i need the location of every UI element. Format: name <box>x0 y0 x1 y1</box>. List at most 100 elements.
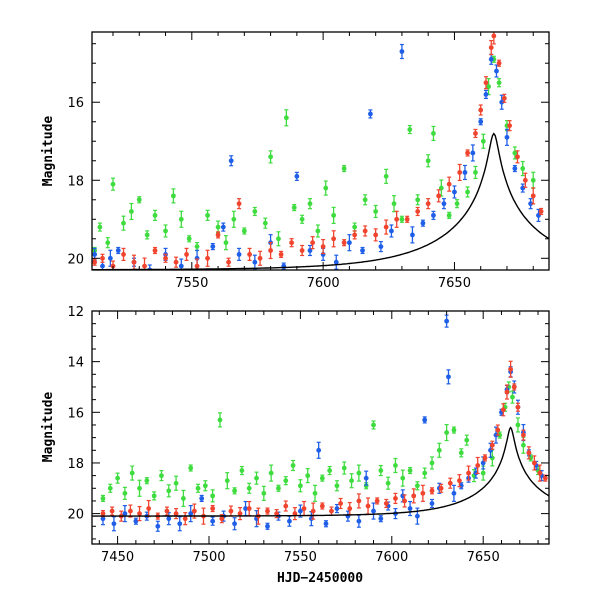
top-series-0-point <box>252 206 258 217</box>
data-point <box>522 177 528 183</box>
bottom-series-0-point <box>268 464 274 482</box>
data-point <box>429 460 435 466</box>
bottom-series-0-point <box>290 459 296 472</box>
data-point <box>292 511 298 517</box>
data-point <box>299 248 305 253</box>
top-series-2-point <box>131 254 137 270</box>
data-point <box>307 201 313 207</box>
data-point <box>241 228 247 234</box>
bottom-series-0-point <box>451 426 457 434</box>
data-point <box>334 506 340 511</box>
bottom-series-2-point <box>504 384 510 400</box>
data-point <box>210 493 216 499</box>
data-point <box>188 511 194 517</box>
bottom-series-0-point <box>305 468 311 484</box>
bottom-series-0-point <box>173 475 179 491</box>
top-series-0-point <box>276 231 281 247</box>
bottom-series-1-point <box>422 416 428 424</box>
data-point <box>429 501 435 506</box>
data-point <box>97 224 103 230</box>
bottom-series-0-point <box>115 472 120 484</box>
top-series-2-point <box>341 239 347 247</box>
top-series-1-point <box>307 244 313 257</box>
data-point <box>356 498 362 504</box>
data-point <box>178 263 184 269</box>
bottom-series-2-point <box>521 429 526 441</box>
data-point <box>323 521 329 527</box>
top-series-0-point <box>480 133 486 149</box>
bottom-series-0-point <box>458 448 464 458</box>
top-series-0-point <box>144 230 150 240</box>
bottom-series-0-point <box>510 390 515 404</box>
data-point <box>444 318 450 324</box>
bottom-series-1-point <box>316 441 322 459</box>
data-point <box>431 212 436 218</box>
data-point <box>511 384 517 390</box>
data-point <box>231 216 237 222</box>
data-point <box>186 236 192 242</box>
data-point <box>105 240 111 246</box>
top-series-0-point <box>431 125 436 142</box>
data-point <box>480 138 486 144</box>
data-point <box>494 68 499 74</box>
bottom-series-2-point <box>495 424 501 436</box>
data-point <box>378 468 384 473</box>
data-point <box>446 212 452 218</box>
data-point <box>163 228 168 234</box>
bottom-series-2-point <box>420 484 426 502</box>
data-point <box>483 80 489 86</box>
top-panel-data <box>92 32 549 270</box>
top-series-0-point <box>171 188 176 204</box>
data-point <box>454 201 460 207</box>
data-point <box>420 490 426 496</box>
bottom-series-2-point <box>319 502 325 510</box>
data-point <box>265 523 270 529</box>
data-point <box>100 511 106 517</box>
data-point <box>512 166 518 171</box>
data-point <box>194 263 200 269</box>
top-series-1-point <box>420 219 426 227</box>
top-series-1-point <box>236 247 242 261</box>
top-series-2-point <box>496 59 502 67</box>
data-point <box>252 259 258 265</box>
top-series-0-point <box>223 235 229 251</box>
data-point <box>515 404 521 410</box>
data-point <box>500 407 506 413</box>
bottom-panel-frame <box>91 310 550 545</box>
data-point <box>365 503 371 509</box>
bottom-series-0-point <box>276 484 281 492</box>
bottom-series-1-point <box>429 498 435 509</box>
bottom-series-2-point <box>246 500 252 517</box>
data-point <box>327 468 333 473</box>
data-point <box>194 244 200 249</box>
data-point <box>290 463 296 468</box>
bottom-series-2-point <box>542 474 548 482</box>
data-point <box>199 496 205 501</box>
bottom-series-0-point <box>341 461 347 475</box>
data-point <box>425 158 431 164</box>
bottom-series-0-point <box>356 464 362 482</box>
top-series-0-point <box>97 222 103 232</box>
top-series-1-point <box>483 89 489 100</box>
top-series-2-point <box>488 40 494 56</box>
data-point <box>521 432 526 438</box>
bottom-x-tick-label: 7650 <box>467 550 500 565</box>
bottom-series-2-point <box>283 500 289 512</box>
bottom-series-2-point <box>531 455 537 471</box>
data-point <box>483 92 489 97</box>
data-point <box>236 251 242 257</box>
top-x-tick-label: 7550 <box>175 276 208 291</box>
data-point <box>305 473 311 479</box>
data-point <box>173 511 179 517</box>
bottom-panel-ticks: 7450 7500 7550 7600 7650 12 14 16 18 20 <box>67 305 549 565</box>
data-point <box>246 485 252 491</box>
data-point <box>496 60 502 66</box>
data-point <box>287 518 292 524</box>
data-point <box>402 498 407 504</box>
data-point <box>507 123 513 129</box>
bottom-series-0-point <box>122 486 128 500</box>
data-point <box>283 478 289 484</box>
data-point <box>136 197 142 203</box>
data-point <box>217 417 223 423</box>
data-point <box>462 170 468 175</box>
